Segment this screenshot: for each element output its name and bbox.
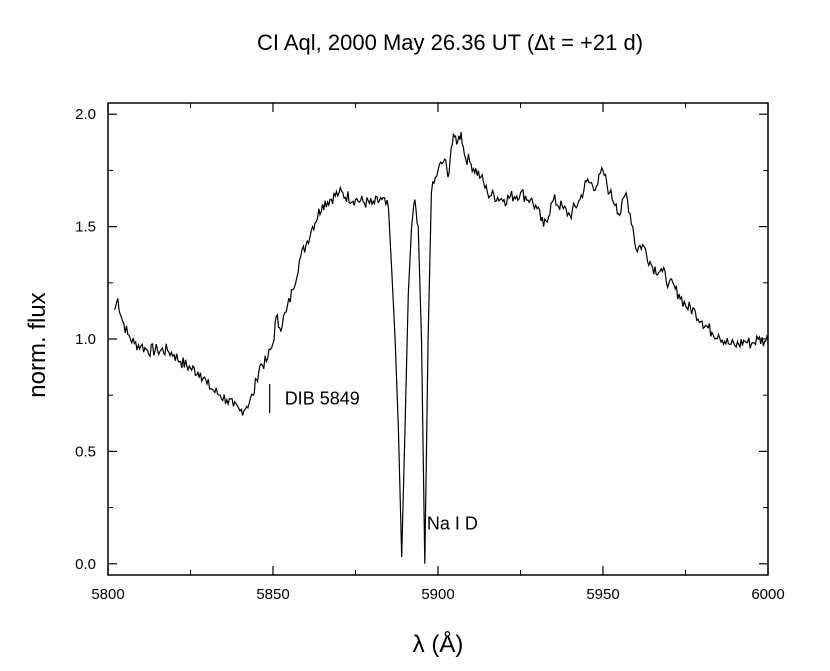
- chart-title: CI Aql, 2000 May 26.36 UT (Δt = +21 d): [257, 30, 643, 55]
- x-tick-label: 5900: [421, 586, 454, 603]
- x-tick-label: 6000: [751, 586, 784, 603]
- y-tick-label: 0.0: [75, 556, 96, 573]
- x-tick-label: 5850: [256, 586, 289, 603]
- spectrum-line: [114, 132, 769, 564]
- x-axis-ticks: 5800 5850 5900 5950 6000: [91, 103, 785, 603]
- x-tick-label: 5800: [91, 586, 124, 603]
- x-tick-label: 5950: [586, 586, 619, 603]
- y-tick-label: 1.0: [75, 331, 96, 348]
- y-axis-title: norm. flux: [24, 292, 51, 397]
- y-tick-label: 2.0: [75, 106, 96, 123]
- y-tick-label: 1.5: [75, 219, 96, 236]
- x-axis-title: λ (Å): [413, 630, 464, 658]
- plot-frame: [107, 102, 769, 576]
- y-tick-label: 0.5: [75, 443, 96, 460]
- plot-area: 5800 5850 5900 5950 6000 0.0 0.5 1.0 1.5 2.0 DIB…: [75, 102, 785, 603]
- na-d-annotation: Na I D: [427, 513, 478, 533]
- y-axis-ticks: 0.0 0.5 1.0 1.5 2.0: [75, 106, 768, 573]
- dib-annotation: DIB 5849: [285, 389, 360, 409]
